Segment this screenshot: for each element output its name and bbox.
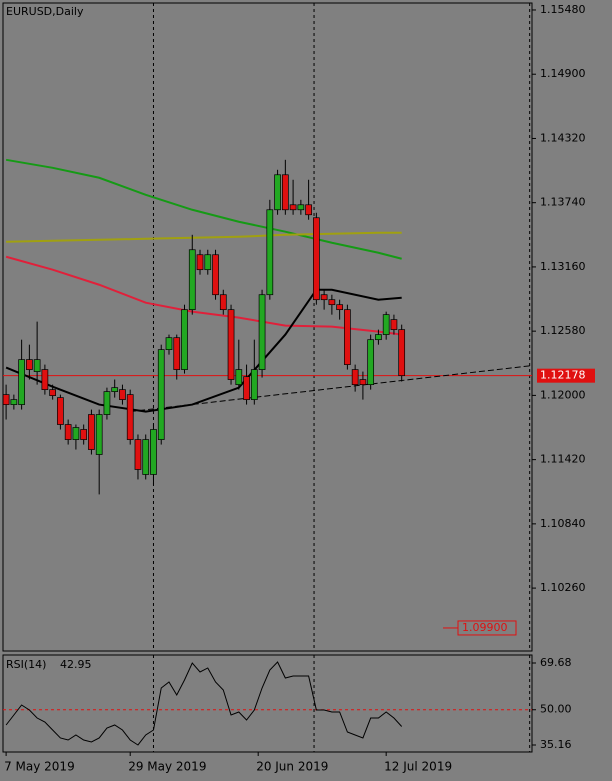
- price-marker-box: [457, 620, 517, 636]
- y-tick-label: 1.10260: [540, 581, 586, 594]
- y-tick-label: 1.13740: [540, 196, 586, 209]
- candle-body: [398, 329, 406, 377]
- candle-body: [336, 304, 343, 311]
- candle-body: [173, 337, 181, 370]
- rsi-y-tick-label: 69.68: [540, 656, 572, 669]
- candle-body: [41, 369, 49, 390]
- trendline: [130, 365, 533, 413]
- candle-body: [367, 339, 375, 385]
- candle-body: [57, 397, 64, 425]
- candle-body: [258, 294, 266, 370]
- candle-body: [227, 309, 235, 380]
- rsi-panel: [2, 654, 533, 753]
- candle-body: [274, 174, 281, 211]
- candle-body: [375, 334, 382, 341]
- y-tick-label: 1.12000: [540, 388, 586, 401]
- candle-body: [126, 394, 134, 440]
- candle-body: [328, 299, 336, 306]
- candle-body: [119, 389, 126, 400]
- y-tick-label: 1.13160: [540, 260, 586, 273]
- price-marker-label: 1.09900: [462, 621, 508, 634]
- candle-body: [297, 204, 305, 211]
- chart-title: EURUSD,Daily: [6, 5, 84, 18]
- candle-body: [18, 359, 25, 405]
- candle-body: [111, 387, 119, 392]
- y-tick-label: 1.15480: [540, 3, 586, 16]
- candle-body: [95, 414, 103, 455]
- candle-body: [150, 429, 157, 475]
- candle-body: [49, 389, 56, 396]
- x-tick-label: 7 May 2019: [4, 760, 75, 774]
- y-tick-label: 1.14900: [540, 67, 586, 80]
- rsi-last-value: 42.95: [60, 658, 92, 671]
- candle-body: [305, 204, 312, 216]
- x-tick-label: 29 May 2019: [128, 760, 206, 774]
- candle-body: [26, 359, 33, 370]
- candle-body: [103, 391, 111, 415]
- rsi-title: RSI(14): [6, 658, 46, 671]
- candle-body: [235, 369, 243, 385]
- candle-body: [134, 439, 142, 470]
- candle-body: [390, 319, 398, 330]
- main-panel: [2, 2, 533, 652]
- candle-body: [382, 314, 390, 335]
- candle-body: [266, 209, 274, 296]
- x-tick-label: 12 Jul 2019: [384, 760, 452, 774]
- candle-body: [219, 294, 227, 311]
- y-tick-label: 1.10840: [540, 517, 586, 530]
- candle-body: [72, 427, 80, 440]
- x-tick-label: 20 Jun 2019: [256, 760, 328, 774]
- candle-body: [281, 174, 289, 211]
- candle-body: [204, 254, 212, 271]
- candle-body: [344, 309, 351, 365]
- moving-average: [5, 158, 402, 260]
- moving-average: [6, 231, 402, 243]
- rsi-y-tick-label: 50.00: [540, 703, 572, 716]
- moving-average: [5, 255, 402, 336]
- candle-body: [10, 399, 18, 405]
- rsi-y-tick-label: 35.16: [540, 738, 572, 751]
- candle-body: [289, 204, 297, 211]
- candle-body: [80, 429, 88, 440]
- candle-body: [165, 337, 173, 350]
- candle-body: [142, 439, 150, 475]
- y-tick-label: 1.11420: [540, 453, 586, 466]
- candle-body: [250, 369, 258, 400]
- rsi-line: [5, 661, 403, 746]
- candle-body: [196, 254, 204, 271]
- candle-body: [157, 349, 165, 440]
- candle-body: [2, 394, 10, 405]
- y-tick-label: 1.14320: [540, 131, 586, 144]
- current-price-label: 1.12178: [540, 369, 586, 382]
- candle-body: [243, 376, 250, 400]
- candle-body: [64, 424, 72, 440]
- current-price-box: [537, 368, 595, 383]
- candle-body: [188, 249, 196, 311]
- candle-body: [359, 379, 367, 385]
- candle-body: [88, 414, 95, 450]
- candle-body: [351, 369, 359, 385]
- y-tick-label: 1.12580: [540, 324, 586, 337]
- candle-body: [212, 254, 219, 296]
- candle-body: [181, 309, 188, 370]
- candle-body: [313, 217, 320, 301]
- candle-body: [33, 359, 41, 372]
- candle-body: [320, 294, 328, 301]
